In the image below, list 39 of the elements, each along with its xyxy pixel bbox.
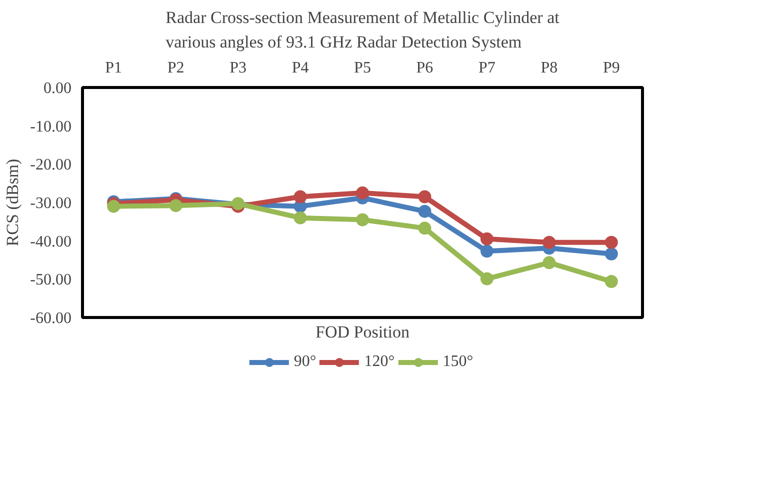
x-axis-title: FOD Position	[316, 322, 410, 342]
point	[604, 236, 618, 249]
y-tick-label: -40.00	[30, 233, 72, 250]
point	[356, 186, 369, 200]
point	[294, 211, 307, 224]
x-tick-label: P8	[540, 60, 558, 76]
legend-label: 150°	[442, 353, 474, 371]
x-tick-label: P5	[354, 60, 371, 76]
point	[169, 199, 182, 212]
y-tick-label: -20.00	[30, 156, 72, 174]
y-tick-label: -60.00	[30, 310, 72, 327]
x-tick-label: P4	[292, 60, 309, 76]
y-tick-label: 0.00	[44, 80, 72, 97]
point	[418, 222, 432, 235]
y-tick-label: -50.00	[30, 272, 72, 289]
point	[418, 204, 432, 218]
y-axis-title: RCS (dBsm)	[3, 158, 22, 246]
point	[480, 244, 494, 258]
legend-label: 90°	[294, 353, 316, 371]
y-tick-label: -10.00	[30, 118, 72, 136]
point	[480, 232, 494, 246]
x-tick-label: P9	[602, 60, 620, 76]
x-tick-label: P6	[416, 60, 434, 76]
point	[356, 213, 369, 226]
x-tick-label: P2	[167, 60, 184, 76]
x-tick-label: P3	[230, 60, 247, 76]
point	[107, 200, 120, 213]
point	[542, 256, 556, 270]
point	[604, 247, 618, 260]
point	[418, 190, 432, 204]
point	[294, 190, 307, 204]
chart-title: Radar Cross-section Measurement of Metallic Cylinder at various angles of 93.1 GHz Radar Detection System	[166, 8, 560, 52]
legend-label: 120°	[364, 353, 395, 371]
x-tick-label: P7	[478, 60, 496, 76]
x-tick-label: P1	[105, 60, 122, 76]
point	[542, 236, 556, 249]
point	[480, 272, 494, 286]
point	[604, 274, 618, 288]
y-tick-label: -30.00	[30, 195, 72, 212]
